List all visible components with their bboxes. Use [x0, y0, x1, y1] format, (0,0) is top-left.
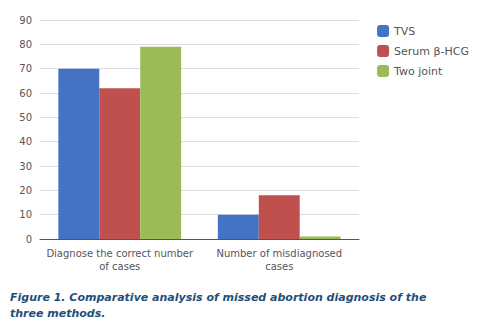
svg-text:40: 40 — [19, 136, 32, 147]
svg-text:Diagnose the correct number: Diagnose the correct number — [46, 248, 194, 259]
svg-text:80: 80 — [19, 39, 32, 50]
svg-text:30: 30 — [19, 161, 32, 172]
svg-text:0: 0 — [26, 234, 32, 245]
svg-text:70: 70 — [19, 63, 32, 74]
svg-text:Number of misdiagnosed: Number of misdiagnosed — [216, 248, 342, 259]
svg-text:Two joint: Two joint — [393, 65, 443, 78]
svg-text:50: 50 — [19, 112, 32, 123]
svg-text:20: 20 — [19, 185, 32, 196]
svg-text:of cases: of cases — [99, 261, 140, 272]
svg-text:Serum β-HCG: Serum β-HCG — [394, 45, 469, 58]
svg-text:60: 60 — [19, 88, 32, 99]
svg-text:90: 90 — [19, 15, 32, 26]
svg-text:cases: cases — [265, 261, 293, 272]
svg-text:Figure 1. Comparative analysis: Figure 1. Comparative analysis of missed… — [10, 291, 427, 304]
svg-text:three methods.: three methods. — [10, 307, 105, 320]
svg-text:10: 10 — [19, 209, 32, 220]
svg-text:TVS: TVS — [393, 25, 415, 38]
